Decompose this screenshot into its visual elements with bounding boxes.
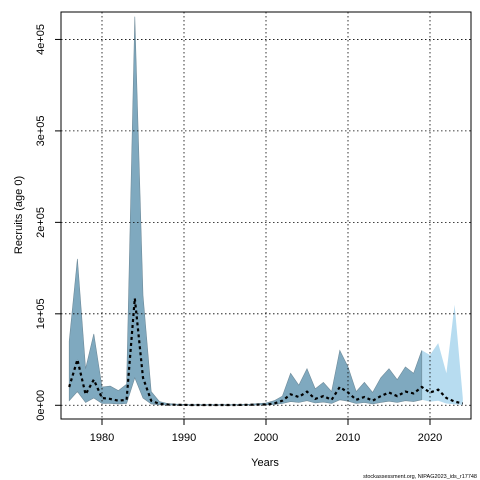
y-tick-label: 0e+00 bbox=[35, 390, 47, 421]
y-tick-label: 3e+05 bbox=[35, 115, 47, 146]
confidence-band bbox=[68, 16, 423, 406]
recent-confidence-band bbox=[421, 304, 463, 405]
axes: 1980 1990 2000 2010 2020 0e+00 1e+05 2e+05 3e+05… bbox=[35, 24, 442, 444]
x-tick-label: 1980 bbox=[90, 432, 114, 444]
x-tick-label: 1990 bbox=[172, 432, 196, 444]
x-tick-label: 2010 bbox=[336, 432, 360, 444]
x-tick-label: 2000 bbox=[254, 432, 278, 444]
y-tick-label: 4e+05 bbox=[35, 24, 47, 55]
x-tick-label: 2020 bbox=[418, 432, 442, 444]
y-axis-title: Recruits (age 0) bbox=[13, 176, 25, 254]
y-tick-label: 1e+05 bbox=[35, 298, 47, 329]
y-tick-label: 2e+05 bbox=[35, 207, 47, 238]
grid-lines bbox=[61, 12, 471, 419]
x-axis-title: Years bbox=[251, 457, 279, 469]
credit-text: stockassessment.org, NIPAG2023_ids_r1774… bbox=[363, 474, 477, 480]
plot-area bbox=[68, 16, 464, 407]
